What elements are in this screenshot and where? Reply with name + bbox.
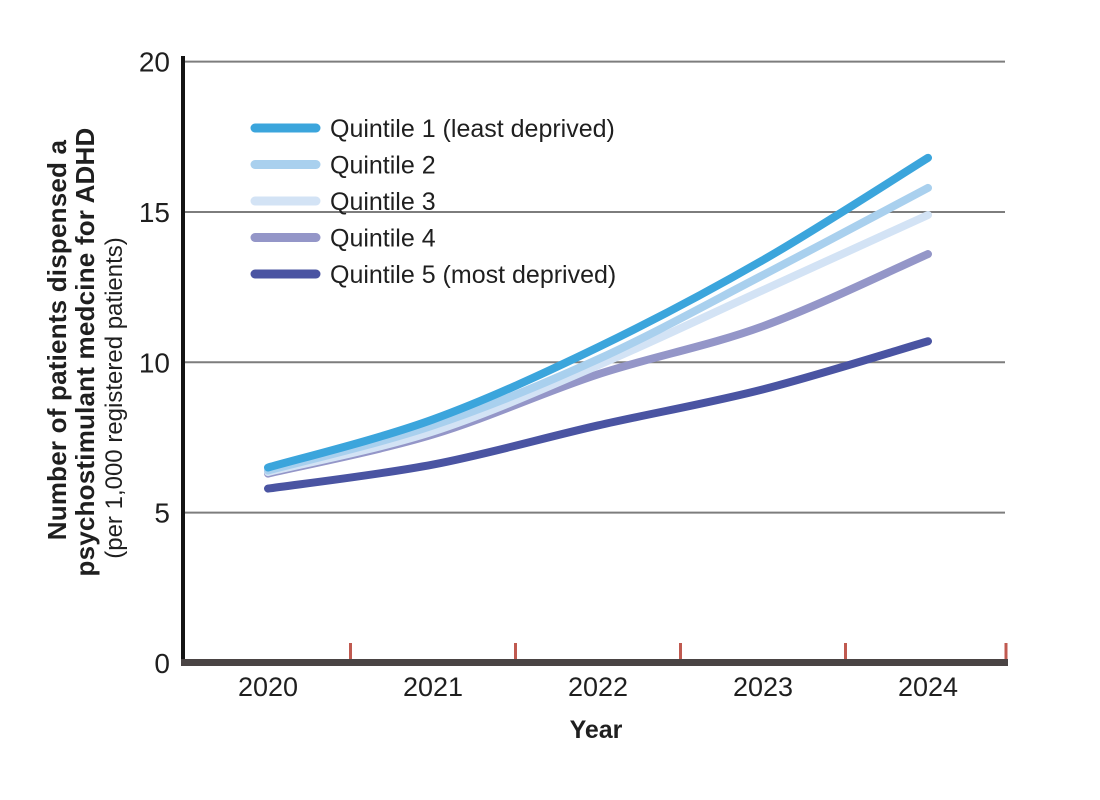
series-layer xyxy=(264,153,932,493)
legend-item-quintile-5-most-deprived: Quintile 5 (most deprived) xyxy=(250,261,616,289)
legend-item-quintile-4: Quintile 4 xyxy=(250,225,436,253)
y-tick-label-10: 10 xyxy=(139,347,170,378)
series-line-quintile-2 xyxy=(264,183,932,475)
y-tick-label-layer: 0 5 10 15 20 xyxy=(139,47,170,679)
x-tick-label-2023: 2023 xyxy=(733,672,793,702)
x-tick-mark xyxy=(1004,643,1008,659)
legend: Quintile 1 (least deprived) Quintile 2 Qui… xyxy=(250,115,616,289)
series-line-quintile-5-most-deprived xyxy=(264,337,932,493)
y-tick-label-0: 0 xyxy=(154,648,170,679)
y-axis-title-subline: (per 1,000 registered patients) xyxy=(101,237,128,559)
legend-label: Quintile 4 xyxy=(330,225,436,253)
x-tick-mark xyxy=(349,643,352,659)
legend-item-quintile-1-least-deprived: Quintile 1 (least deprived) xyxy=(250,115,615,143)
x-axis-line xyxy=(181,659,1008,666)
x-tick-label-layer: 2020 2021 2022 2023 2024 xyxy=(238,672,958,702)
x-tick-label-2024: 2024 xyxy=(898,672,958,702)
x-tick-label-2021: 2021 xyxy=(403,672,463,702)
y-tick-label-5: 5 xyxy=(154,498,170,529)
y-tick-label-20: 20 xyxy=(139,47,170,78)
x-tick-label-2022: 2022 xyxy=(568,672,628,702)
x-axis-title: Year xyxy=(570,716,623,744)
legend-label: Quintile 2 xyxy=(330,152,436,180)
y-axis-title-line1: Number of patients dispensed a xyxy=(42,139,72,540)
legend-item-quintile-3: Quintile 3 xyxy=(250,188,436,216)
x-tick-mark xyxy=(679,643,682,659)
legend-label: Quintile 1 (least deprived) xyxy=(330,115,615,143)
x-tick-label-2020: 2020 xyxy=(238,672,298,702)
series-line-quintile-3 xyxy=(264,210,932,477)
x-tick-mark xyxy=(844,643,847,659)
y-axis-line xyxy=(181,56,185,666)
axes: 0 5 10 15 20 2020 2021 2022 2023 2024 xyxy=(139,47,1008,702)
y-tick-label-15: 15 xyxy=(139,197,170,228)
legend-label: Quintile 5 (most deprived) xyxy=(330,261,616,289)
legend-label: Quintile 3 xyxy=(330,188,436,216)
y-axis-title-line2: psychostimulant medcine for ADHD xyxy=(70,128,100,577)
legend-item-quintile-2: Quintile 2 xyxy=(250,152,436,180)
x-tick-mark xyxy=(514,643,517,659)
x-tick-layer xyxy=(349,643,1008,659)
series-line-quintile-1-least-deprived xyxy=(264,153,932,472)
